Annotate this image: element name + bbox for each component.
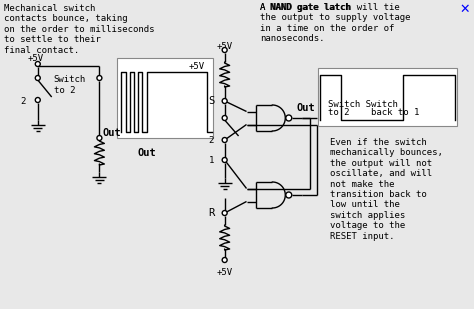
- Circle shape: [97, 75, 102, 81]
- Text: 2: 2: [209, 136, 214, 145]
- Text: Switch Switch: Switch Switch: [328, 100, 398, 109]
- Text: +5V: +5V: [189, 62, 205, 71]
- Text: ✕: ✕: [459, 3, 470, 16]
- Text: Out: Out: [297, 103, 316, 113]
- Bar: [318, 68, 457, 126]
- Bar: [117, 58, 213, 138]
- Text: +5V: +5V: [217, 42, 233, 51]
- Text: 2: 2: [20, 96, 25, 105]
- Circle shape: [222, 48, 227, 53]
- Text: to 2    back to 1: to 2 back to 1: [328, 108, 419, 117]
- Circle shape: [35, 75, 40, 81]
- Circle shape: [35, 61, 40, 66]
- Circle shape: [222, 210, 227, 215]
- Text: A NAND gate latch will tie
the output to supply voltage
in a time on the order o: A NAND gate latch will tie the output to…: [260, 3, 411, 43]
- Text: S: S: [209, 96, 215, 106]
- Circle shape: [222, 116, 227, 121]
- Circle shape: [286, 115, 292, 121]
- Text: Even if the switch
mechanically bounces,
the output will not
oscillate, and will: Even if the switch mechanically bounces,…: [330, 138, 443, 241]
- Text: Switch
to 2: Switch to 2: [54, 75, 86, 95]
- Circle shape: [222, 158, 227, 163]
- Text: NAND gate latch: NAND gate latch: [270, 3, 351, 12]
- Text: Out: Out: [138, 148, 156, 158]
- Text: Mechanical switch
contacts bounce, taking
on the order to milliseconds
to settle: Mechanical switch contacts bounce, takin…: [4, 4, 155, 55]
- Text: Out: Out: [102, 128, 121, 138]
- Text: +5V: +5V: [217, 268, 233, 277]
- Circle shape: [35, 98, 40, 103]
- Circle shape: [222, 138, 227, 142]
- Text: +5V: +5V: [28, 53, 44, 62]
- Circle shape: [222, 257, 227, 263]
- Text: R: R: [209, 208, 215, 218]
- Text: 1: 1: [209, 155, 214, 164]
- Circle shape: [97, 136, 102, 141]
- Text: A: A: [260, 3, 271, 12]
- Circle shape: [222, 99, 227, 104]
- Circle shape: [286, 192, 292, 198]
